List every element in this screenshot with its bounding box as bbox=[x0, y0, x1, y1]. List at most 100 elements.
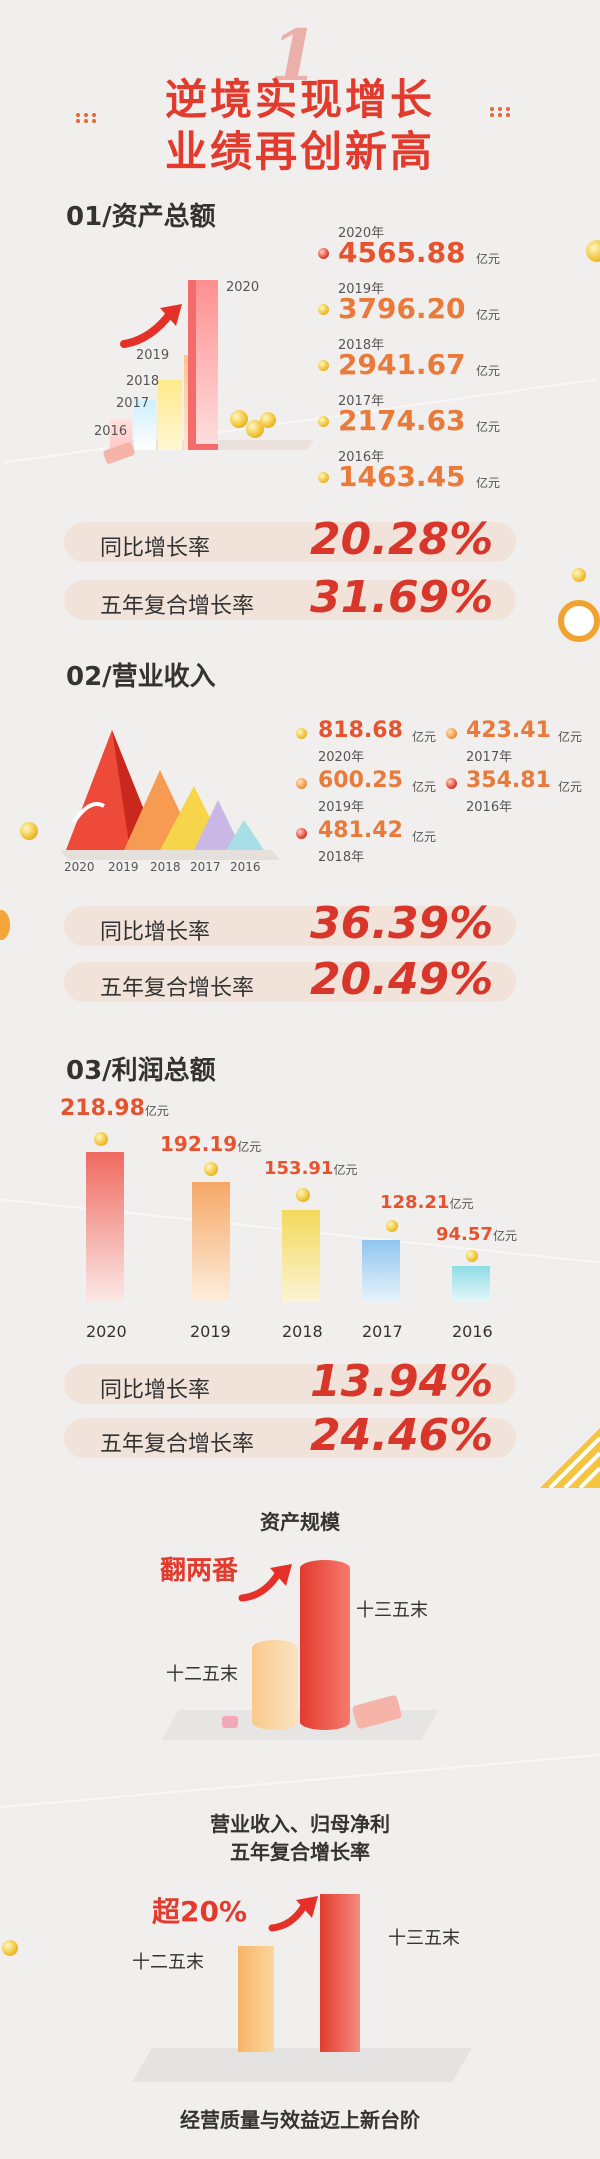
profit-value: 153.91 bbox=[264, 1158, 334, 1179]
profit-bar-2020 bbox=[86, 1152, 124, 1302]
assets-unit: 亿元 bbox=[476, 476, 501, 490]
growth-floor bbox=[132, 2048, 472, 2082]
revenue-value: 600.25 bbox=[318, 768, 403, 793]
assets-value: 3796.20 bbox=[338, 292, 466, 325]
cagr-label: 五年复合增长率 bbox=[100, 594, 255, 619]
profit-year-2017: 2017 bbox=[362, 1322, 403, 1341]
cagr-value: 20.49% bbox=[310, 954, 494, 1005]
coin-icon bbox=[586, 240, 600, 262]
assets-cagr-row: 五年复合增长率 31.69% bbox=[64, 572, 516, 623]
coin-icon bbox=[246, 420, 264, 438]
bar-label-2019: 2019 bbox=[136, 348, 170, 363]
profit-bar-2016 bbox=[452, 1266, 490, 1302]
profit-value: 128.21 bbox=[380, 1192, 450, 1213]
assets-heading: 01/资产总额 bbox=[66, 202, 216, 232]
revenue-unit: 亿元 bbox=[412, 730, 437, 744]
scale-bar-left bbox=[252, 1640, 298, 1730]
growth-bar-right bbox=[320, 1894, 360, 2052]
assets-item: 2017年 2174.63 亿元 bbox=[318, 390, 578, 446]
assets-value: 1463.45 bbox=[338, 460, 466, 493]
yoy-value: 36.39% bbox=[310, 898, 494, 949]
revenue-unit: 亿元 bbox=[412, 780, 437, 794]
bar-2018 bbox=[158, 380, 182, 450]
profit-value: 218.98 bbox=[60, 1096, 145, 1121]
revenue-unit: 亿元 bbox=[412, 830, 437, 844]
revenue-year: 2016年 bbox=[466, 800, 513, 815]
scale-bar-right bbox=[300, 1560, 350, 1730]
header-number: 1 bbox=[270, 14, 319, 97]
coin-icon bbox=[318, 360, 329, 371]
coin-icon bbox=[296, 778, 307, 789]
coin-icon bbox=[318, 248, 329, 259]
profit-bar-2017 bbox=[362, 1240, 400, 1302]
assets-item: 2020年 4565.88 亿元 bbox=[318, 222, 578, 278]
coin-icon bbox=[446, 728, 457, 739]
assets-year: 2019年 bbox=[338, 282, 385, 297]
axis-label-2016: 2016 bbox=[230, 860, 261, 874]
growth-callout-value: 20% bbox=[180, 1895, 248, 1928]
stripe-triangle-icon bbox=[540, 1428, 600, 1488]
yoy-label: 同比增长率 bbox=[100, 1378, 211, 1403]
bar-label-2018: 2018 bbox=[126, 374, 160, 389]
header-title-line2: 业绩再创新高 bbox=[164, 127, 435, 176]
revenue-mountain-chart bbox=[60, 730, 280, 860]
bar-2017 bbox=[134, 400, 156, 450]
revenue-item: 354.81 亿元 2016年 bbox=[446, 768, 586, 818]
ring-icon bbox=[558, 600, 600, 642]
coin-icon bbox=[20, 822, 38, 840]
profit-unit: 亿元 bbox=[449, 1197, 474, 1211]
growth-arrow-icon bbox=[268, 1896, 318, 1932]
coin-icon bbox=[446, 778, 457, 789]
assets-year: 2020年 bbox=[338, 226, 385, 241]
profit-label: 218.98亿元 bbox=[60, 1096, 170, 1121]
profit-unit: 亿元 bbox=[237, 1140, 262, 1154]
dots-decor bbox=[74, 112, 98, 124]
coin-icon bbox=[94, 1132, 108, 1146]
cash-icon bbox=[102, 441, 136, 465]
cagr-label: 五年复合增长率 bbox=[100, 1432, 255, 1457]
growth-bar-left bbox=[238, 1946, 274, 2052]
profit-yoy-row: 同比增长率 13.94% bbox=[64, 1356, 516, 1407]
coin-icon bbox=[318, 472, 329, 483]
scale-callout: 翻两番 bbox=[160, 1556, 239, 1586]
coin-icon bbox=[572, 568, 586, 582]
profit-bar-2018 bbox=[282, 1210, 320, 1302]
growth-title-2: 五年复合增长率 bbox=[230, 1840, 370, 1864]
assets-item: 2016年 1463.45 亿元 bbox=[318, 446, 578, 502]
coin-icon bbox=[318, 304, 329, 315]
coin-icon bbox=[260, 412, 276, 428]
chart-base bbox=[60, 850, 280, 860]
cagr-label: 五年复合增长率 bbox=[100, 976, 255, 1001]
assets-bar-chart: 2020 2019 2018 2017 2016 bbox=[94, 250, 315, 480]
header-title-line1: 逆境实现增长 bbox=[164, 75, 435, 124]
bar-label-2016: 2016 bbox=[94, 424, 128, 439]
growth-title-1: 营业收入、归母净利 bbox=[210, 1812, 390, 1836]
assets-year: 2018年 bbox=[338, 338, 385, 353]
growth-left-label: 十二五末 bbox=[132, 1952, 204, 1973]
yoy-value: 13.94% bbox=[310, 1356, 494, 1407]
revenue-axis: 2020 2019 2018 2017 2016 bbox=[60, 860, 300, 876]
revenue-item: 481.42 亿元 2018年 bbox=[296, 818, 446, 868]
dots-decor bbox=[488, 106, 512, 118]
axis-label-2019: 2019 bbox=[108, 860, 139, 874]
bar-2020 bbox=[188, 280, 218, 450]
coin-icon bbox=[466, 1250, 478, 1262]
revenue-item: 423.41 亿元 2017年 bbox=[446, 718, 586, 768]
cagr-value: 31.69% bbox=[310, 572, 494, 623]
scale-arrow-icon bbox=[238, 1564, 292, 1602]
revenue-year: 2017年 bbox=[466, 750, 513, 765]
assets-value: 2174.63 bbox=[338, 404, 466, 437]
profit-unit: 亿元 bbox=[144, 1104, 169, 1118]
scale-right-label: 十三五末 bbox=[356, 1600, 428, 1621]
growth-right-label: 十三五末 bbox=[388, 1928, 460, 1949]
profit-year-2018: 2018 bbox=[282, 1322, 323, 1341]
profit-year-2016: 2016 bbox=[452, 1322, 493, 1341]
cagr-value: 24.46% bbox=[310, 1410, 494, 1461]
trend-arrow bbox=[72, 802, 105, 824]
assets-yoy-row: 同比增长率 20.28% bbox=[64, 514, 516, 565]
profit-value: 94.57 bbox=[436, 1224, 493, 1245]
coin-icon bbox=[230, 410, 248, 428]
revenue-value: 354.81 bbox=[466, 768, 551, 793]
axis-label-2017: 2017 bbox=[190, 860, 221, 874]
paper-crease bbox=[1, 1753, 599, 1809]
